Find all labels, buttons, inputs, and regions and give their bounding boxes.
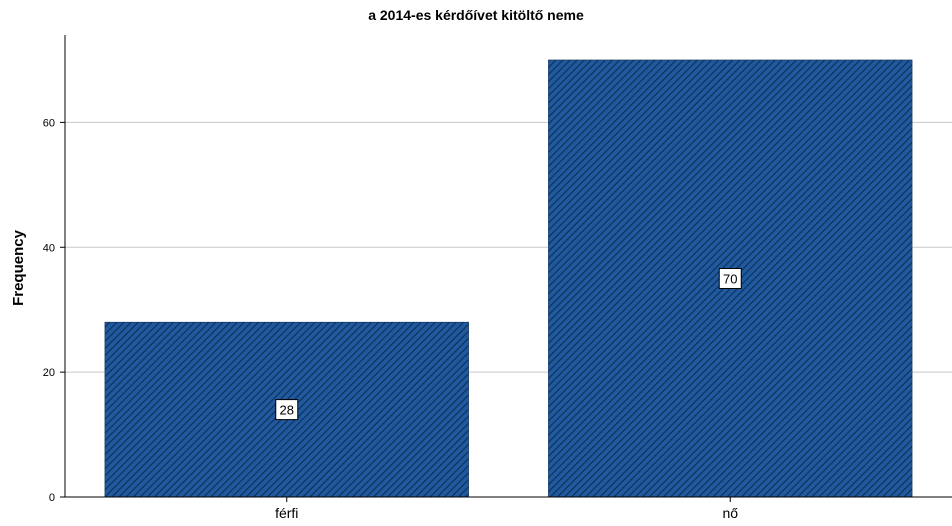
- data-labels: 28 70: [275, 267, 742, 421]
- axes: [64, 35, 952, 498]
- chart-title: a 2014-es kérdőívet kitöltő neme: [368, 7, 584, 23]
- x-tick-label: nő: [722, 505, 738, 521]
- x-tick-label: férfi: [275, 505, 298, 521]
- data-label: 70: [723, 271, 737, 286]
- y-tick-label: 40: [43, 242, 55, 254]
- x-tick-labels: férfi nő: [275, 497, 738, 521]
- y-axis-title: Frequency: [10, 229, 27, 306]
- y-tick-label: 60: [43, 117, 55, 129]
- bars: [104, 59, 913, 498]
- y-tick-label: 20: [43, 367, 55, 379]
- data-label: 28: [280, 403, 294, 418]
- y-tick-label: 0: [49, 492, 55, 504]
- y-tick-labels: 0 20 40 60: [43, 117, 65, 504]
- data-label-box: [275, 399, 299, 421]
- data-label-box: [718, 267, 742, 289]
